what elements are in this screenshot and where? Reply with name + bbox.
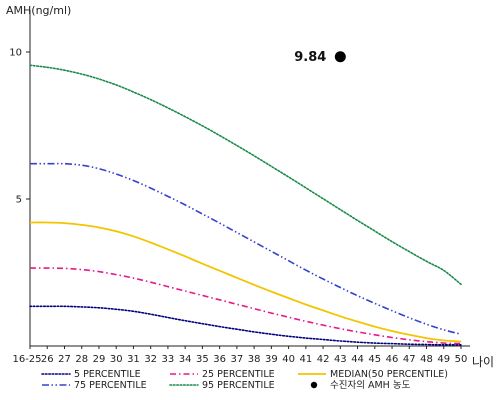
x-tick-label: 43 [334, 354, 347, 365]
x-tick-label: 32 [144, 354, 157, 365]
x-tick-label: 29 [93, 354, 106, 365]
legend-label: 25 PERCENTILE [202, 369, 275, 380]
x-tick-label: 35 [196, 354, 209, 365]
x-axis-title: 나이 [472, 355, 494, 369]
y-tick-label: 10 [9, 48, 22, 59]
x-tick-label: 44 [351, 354, 364, 365]
patient-amh-value-label: 9.84 [294, 50, 326, 65]
chart-axes [29, 10, 470, 347]
patient-amh-point [334, 51, 346, 63]
chart-ticks: 5 10 16-25 26 27 28 29 30 31 32 33 34 35 36 37 38 39 40 41… [9, 48, 467, 366]
series-line-95-percentile [29, 64, 462, 286]
legend-label: 5 PERCENTILE [74, 369, 141, 380]
legend-label: 75 PERCENTILE [74, 380, 147, 391]
legend-label: 95 PERCENTILE [202, 380, 275, 391]
legend-label: 수진자의 AMH 농도 [330, 380, 411, 391]
x-tick-label: 48 [420, 354, 433, 365]
x-tick-label: 27 [58, 354, 71, 365]
x-tick-label: 46 [386, 354, 399, 365]
x-tick-label: 39 [265, 354, 278, 365]
x-tick-label: 38 [248, 354, 261, 365]
x-tick-label: 45 [368, 354, 381, 365]
x-tick-label: 49 [437, 354, 450, 365]
x-tick-label: 40 [282, 354, 295, 365]
y-tick-label: 5 [16, 195, 22, 206]
x-tick-label: 42 [317, 354, 330, 365]
series-line-5-percentile [29, 305, 462, 346]
x-tick-label: 28 [75, 354, 88, 365]
x-tick-label: 31 [127, 354, 140, 365]
legend-point-marker [310, 381, 318, 389]
chart-points: 9.84 [294, 50, 346, 65]
series-line-25-percentile [29, 267, 462, 345]
legend-label: MEDIAN(50 PERCENTILE) [330, 369, 448, 380]
chart-legend: 5 PERCENTILE 25 PERCENTILE MEDIAN(50 PERCE… [41, 369, 448, 391]
x-tick-label: 26 [41, 354, 54, 365]
x-tick-label: 47 [403, 354, 416, 365]
x-tick-label: 37 [231, 354, 244, 365]
y-axis-title: AMH(ng/ml) [6, 4, 71, 17]
chart-series [29, 64, 462, 346]
x-tick-label: 33 [162, 354, 175, 365]
x-tick-label: 30 [110, 354, 123, 365]
x-tick-label: 36 [213, 354, 226, 365]
series-line-median-50-percentile [29, 221, 462, 343]
series-line-75-percentile [29, 162, 462, 335]
x-tick-label: 34 [179, 354, 192, 365]
x-tick-label: 16-25 [12, 354, 41, 365]
x-tick-label: 50 [455, 354, 468, 365]
x-tick-label: 41 [299, 354, 312, 365]
